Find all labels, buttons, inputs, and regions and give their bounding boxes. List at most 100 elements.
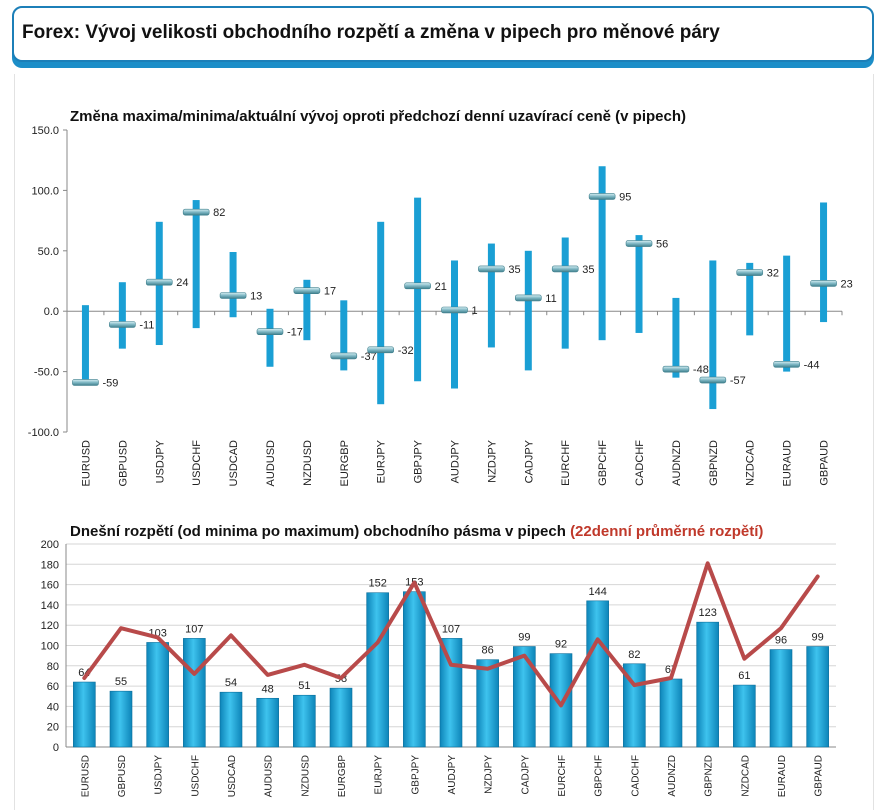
chart2-bar: [366, 592, 389, 748]
chart1-category-label: USDCHF: [191, 440, 203, 486]
chart1-data-label: 13: [250, 290, 262, 302]
chart1-data-label: -17: [287, 327, 303, 339]
chart2-y-tick-label: 0: [53, 742, 59, 754]
chart2-bar: [733, 684, 756, 748]
chart1-data-label: 1: [472, 305, 478, 317]
chart1-category-label: NZDUSD: [302, 440, 314, 486]
chart2-data-label: 144: [588, 586, 606, 598]
chart2-title-main: Dnešní rozpětí (od minima po maximum) ob…: [70, 523, 566, 540]
chart1-range-bar: [820, 202, 828, 323]
chart1-current-marker: [478, 265, 505, 273]
chart2-category-label: EURCHF: [557, 755, 568, 797]
chart2-data-label: 152: [368, 578, 386, 590]
chart2-data-label: 99: [518, 632, 530, 644]
chart1-current-marker: [810, 280, 837, 287]
chart1-category-label: NZDCAD: [745, 440, 757, 486]
chart2-category-label: AUDNZD: [667, 755, 678, 797]
chart1-y-tick-label: -50.0: [34, 367, 59, 379]
chart1-current-marker: [109, 321, 136, 328]
chart1-category-label: USDCAD: [228, 440, 240, 487]
chart1-data-label: -59: [102, 377, 118, 389]
chart2-category-label: CADJPY: [520, 755, 531, 795]
chart1-category-label: AUDUSD: [265, 440, 277, 487]
chart2-data-label: 48: [262, 683, 274, 695]
chart1-category-label: EURJPY: [376, 439, 388, 483]
chart2-bar: [73, 681, 96, 748]
chart2-category-label: GBPJPY: [410, 755, 421, 795]
chart2-data-label: 123: [698, 607, 716, 619]
chart2-category-label: AUDUSD: [264, 755, 275, 797]
chart2-data-label: 99: [812, 632, 824, 644]
chart1-data-label: 35: [582, 264, 594, 276]
chart1-category-label: NZDJPY: [486, 439, 498, 482]
chart1-range-bar: [81, 305, 89, 384]
chart1-data-label: -44: [804, 359, 820, 371]
header-box: [12, 6, 874, 62]
chart2-bar: [146, 642, 169, 748]
chart1-y-tick-label: -100.0: [28, 427, 59, 439]
chart2-bar: [183, 638, 206, 748]
chart2-bar: [549, 653, 573, 748]
chart1-range-bar: [266, 308, 274, 367]
chart2-bar: [696, 621, 719, 748]
chart1-category-label: CADCHF: [634, 440, 646, 486]
chart2-data-label: 54: [225, 677, 237, 689]
chart1-category-label: EURUSD: [80, 440, 92, 487]
chart1-y-tick-label: 50.0: [38, 246, 59, 258]
chart1-category-label: EURGBP: [339, 440, 351, 486]
chart1-y-tick-label: 0.0: [44, 306, 59, 318]
chart1-current-marker: [441, 306, 468, 314]
chart2-category-label: NZDCAD: [740, 755, 751, 797]
chart1-current-marker: [515, 294, 542, 302]
chart1-data-label: 95: [619, 191, 631, 203]
chart2-category-label: EURGBP: [337, 755, 348, 798]
chart2-title: Dnešní rozpětí (od minima po maximum) ob…: [70, 523, 763, 540]
chart2-category-label: EURAUD: [777, 755, 788, 797]
chart1-current-marker: [145, 278, 173, 286]
chart2-data-label: 61: [738, 670, 750, 682]
chart2-bar: [109, 690, 133, 748]
chart2-data-label: 107: [185, 623, 203, 635]
chart2-bar: [439, 638, 463, 748]
chart1-data-label: 35: [508, 264, 520, 276]
chart1-current-marker: [736, 269, 764, 276]
chart1-range-bar: [524, 250, 532, 371]
chart2-y-tick-label: 60: [47, 681, 59, 693]
chart2-bar: [476, 659, 499, 748]
chart1-current-marker: [367, 346, 394, 354]
chart2-category-label: GBPNZD: [704, 755, 715, 797]
chart2-bar: [586, 600, 609, 748]
chart1-current-marker: [256, 328, 284, 336]
chart1-range-bar: [746, 262, 754, 336]
chart2-category-label: AUDJPY: [447, 755, 458, 795]
chart2-bar: [769, 649, 793, 748]
chart1-range-bar: [377, 221, 385, 405]
chart2-bar: [256, 697, 279, 748]
chart1-current-marker: [330, 352, 358, 360]
chart1-category-label: AUDJPY: [450, 439, 462, 483]
chart1-range-bar: [561, 237, 569, 349]
chart2-bar: [403, 591, 426, 748]
chart1-current-marker: [182, 208, 210, 216]
chart1-current-marker: [72, 379, 99, 386]
chart2-category-label: USDJPY: [154, 755, 165, 795]
chart2-bar: [659, 678, 683, 748]
chart2-bar: [219, 691, 243, 748]
chart1-data-label: -57: [730, 375, 746, 387]
chart1-data-label: -48: [693, 364, 709, 376]
chart2-category-label: USDCAD: [227, 755, 238, 797]
chart2-data-label: 107: [442, 623, 460, 635]
chart1-range-bar: [414, 197, 422, 382]
chart1-range-bar: [340, 300, 348, 371]
chart1-range-bar: [635, 235, 643, 333]
chart1-current-marker: [293, 287, 321, 294]
chart1-current-marker: [219, 292, 247, 299]
chart2-data-label: 82: [628, 649, 640, 661]
chart2-bar: [293, 694, 316, 748]
chart2-y-tick-label: 160: [41, 580, 59, 592]
chart1-range-bar: [192, 200, 200, 329]
chart1-range-bar: [487, 243, 495, 348]
chart1-category-label: GBPNZD: [708, 440, 720, 486]
chart1-category-label: USDJPY: [154, 439, 166, 483]
chart2-data-label: 86: [482, 645, 494, 657]
